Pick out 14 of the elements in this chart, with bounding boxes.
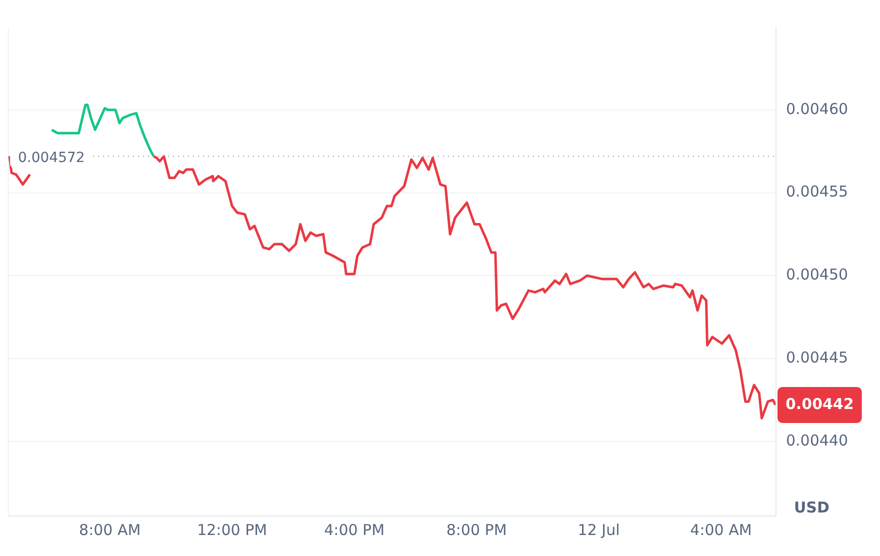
y-tick-label: 0.00460 <box>786 100 848 118</box>
y-tick-label: 0.00455 <box>786 182 848 201</box>
x-tick-label: 8:00 PM <box>446 520 507 539</box>
x-tick-label: 4:00 AM <box>690 520 752 539</box>
x-tick-label: 12:00 PM <box>197 520 268 539</box>
annotation: 0.00442 <box>785 394 854 413</box>
y-axis-title: USD <box>794 498 830 516</box>
y-tick-label: 0.00440 <box>786 431 848 450</box>
x-tick-label: 8:00 AM <box>79 520 141 539</box>
x-tick-label: 4:00 PM <box>324 520 385 539</box>
y-tick-label: 0.00445 <box>786 348 848 366</box>
y-tick-label: 0.00450 <box>786 266 848 284</box>
ref-line-label: 0.004572 <box>18 150 85 166</box>
x-tick-label: 12 Jul <box>578 520 620 539</box>
